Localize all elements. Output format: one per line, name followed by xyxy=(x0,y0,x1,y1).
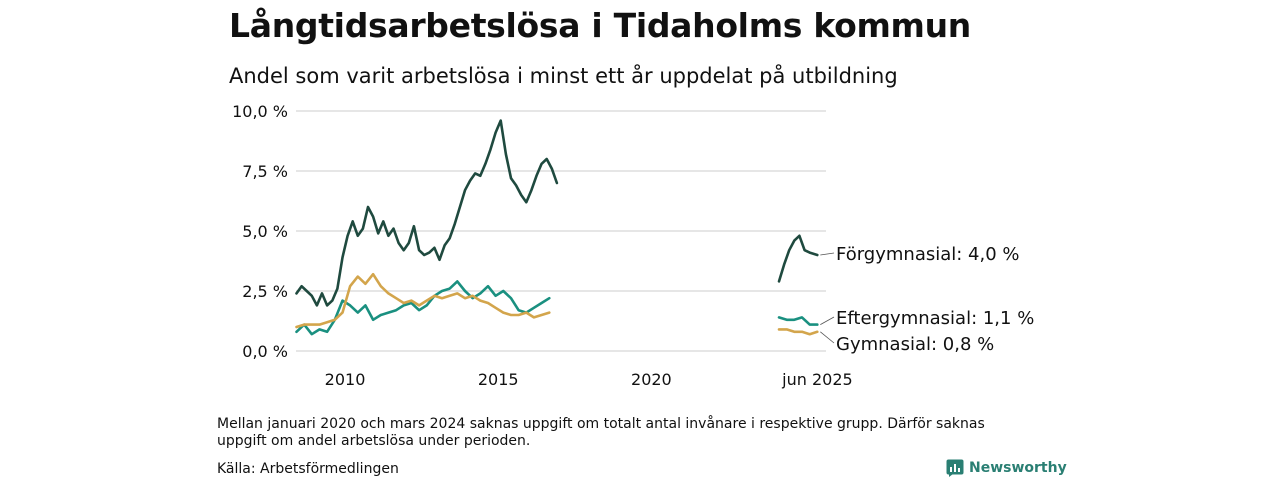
series-end-label: Gymnasial: 0,8 % xyxy=(836,334,994,355)
x-axis-ticks: 2010 2015 2020 jun 2025 xyxy=(325,370,853,389)
x-tick-label: jun 2025 xyxy=(781,370,853,389)
series-line-segment xyxy=(777,234,819,283)
x-tick-label: 2020 xyxy=(631,370,672,389)
x-tick-label: 2010 xyxy=(325,370,366,389)
newsworthy-logo-text: Newsworthy xyxy=(969,460,1067,476)
label-connector xyxy=(820,252,835,256)
chart-subtitle: Andel som varit arbetslösa i minst ett å… xyxy=(229,64,898,88)
label-connector xyxy=(820,331,835,344)
series-line-segment xyxy=(295,119,559,307)
label-connector xyxy=(820,316,835,325)
y-tick-label: 2,5 % xyxy=(242,282,288,301)
series-line-segment xyxy=(777,316,819,326)
footnote: Mellan januari 2020 och mars 2024 saknas… xyxy=(217,416,985,449)
y-axis-ticks: 0,0 % 2,5 % 5,0 % 7,5 % 10,0 % xyxy=(232,102,288,361)
line-chart: 0,0 % 2,5 % 5,0 % 7,5 % 10,0 % 2010 2015 2020 j… xyxy=(232,102,1034,389)
newsworthy-logo[interactable]: Newsworthy xyxy=(946,458,1067,478)
y-tick-label: 0,0 % xyxy=(242,342,288,361)
series-eftergymnasial xyxy=(295,280,819,336)
grid-lines xyxy=(296,110,826,352)
chart-title: Långtidsarbetslösa i Tidaholms kommun xyxy=(229,6,972,45)
series-line-segment xyxy=(295,272,551,329)
y-tick-label: 10,0 % xyxy=(232,102,288,121)
series-förgymnasial xyxy=(295,119,819,307)
series-gymnasial xyxy=(295,272,819,336)
newsworthy-logo-icon xyxy=(946,459,964,477)
x-tick-label: 2015 xyxy=(478,370,519,389)
y-tick-label: 7,5 % xyxy=(242,162,288,181)
series-line-segment xyxy=(295,280,551,336)
series-line-segment xyxy=(777,328,819,336)
series-end-labels: Förgymnasial: 4,0 % Eftergymnasial: 1,1 %… xyxy=(820,244,1034,355)
series-lines xyxy=(295,119,819,336)
y-tick-label: 5,0 % xyxy=(242,222,288,241)
source-note: Källa: Arbetsförmedlingen xyxy=(217,461,399,477)
series-end-label: Förgymnasial: 4,0 % xyxy=(836,244,1020,265)
series-end-label: Eftergymnasial: 1,1 % xyxy=(836,308,1034,329)
